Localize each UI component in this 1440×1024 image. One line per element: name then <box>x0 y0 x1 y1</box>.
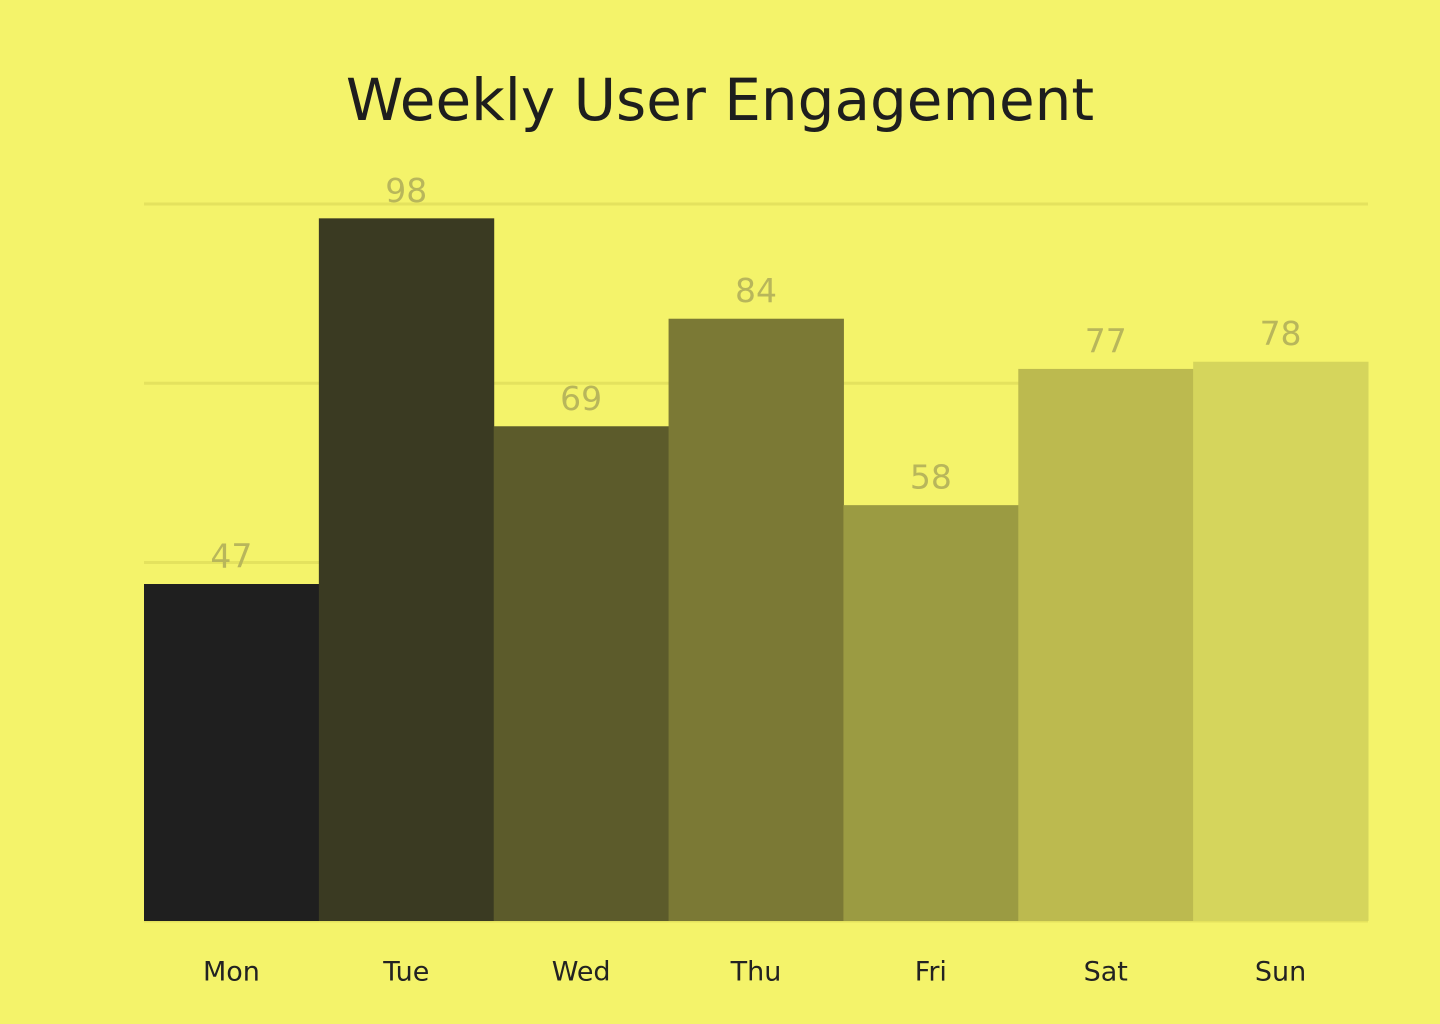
value-label: 77 <box>1085 321 1127 360</box>
value-label: 58 <box>910 458 952 497</box>
bar <box>1018 368 1194 921</box>
x-tick-label: Wed <box>552 957 611 988</box>
bar <box>318 218 495 922</box>
x-tick-label: Sun <box>1255 957 1306 988</box>
value-label: 78 <box>1260 314 1302 353</box>
value-label: 47 <box>210 537 252 576</box>
bar <box>493 426 670 921</box>
x-tick-label: Fri <box>915 957 947 988</box>
bar <box>843 505 1019 921</box>
value-label: 98 <box>385 171 427 210</box>
x-tick-label: Mon <box>203 957 260 988</box>
x-tick-label: Tue <box>382 957 429 988</box>
x-tick-label: Thu <box>730 957 782 988</box>
value-label: 69 <box>560 379 602 418</box>
bar <box>144 584 320 921</box>
value-label: 84 <box>735 271 777 310</box>
x-tick-label: Sat <box>1084 957 1128 988</box>
bar <box>1193 361 1369 921</box>
chart-title: Weekly User Engagement <box>346 66 1094 134</box>
bar <box>668 318 844 922</box>
